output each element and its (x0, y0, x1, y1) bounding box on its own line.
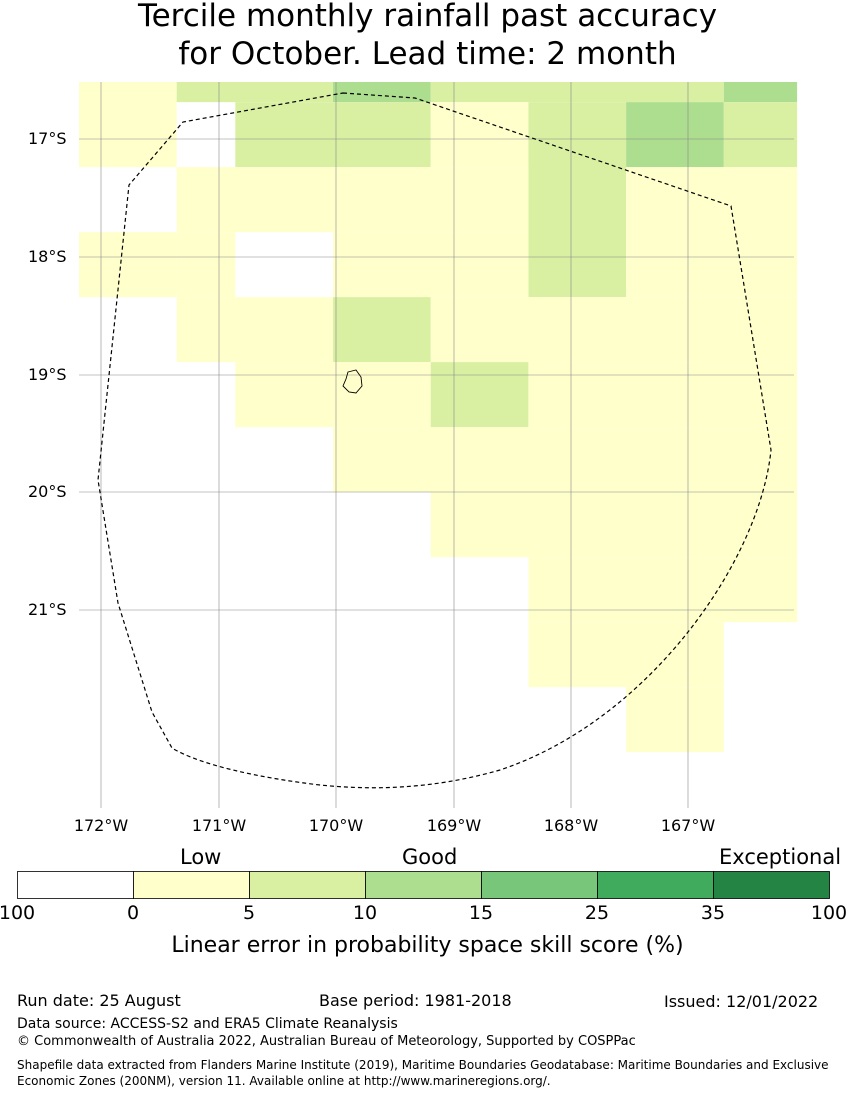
skill-cell (79, 232, 177, 298)
lat-label-20s: 20°S (28, 482, 67, 501)
lat-label-19s: 19°S (28, 365, 67, 384)
skill-cell (528, 102, 627, 298)
skill-grid-cells (79, 82, 798, 753)
skill-cell (235, 102, 431, 168)
issued-date: Issued: 12/01/2022 (664, 992, 819, 1011)
rainfall-accuracy-map (79, 82, 798, 808)
legend-category-good: Good (402, 845, 458, 869)
colorbar-segment (133, 871, 250, 899)
colorbar-tick-2: 5 (242, 902, 256, 924)
base-period: Base period: 1981-2018 (319, 991, 512, 1010)
skill-cell (235, 362, 334, 428)
niue-island-outline (342, 369, 363, 394)
skill-cell (528, 362, 798, 428)
skill-cell (723, 102, 798, 168)
colorbar-tick-6: 35 (700, 902, 726, 924)
colorbar-tick-3: 10 (352, 902, 378, 924)
skill-cell (176, 167, 529, 233)
colorbar-tick-4: 15 (468, 902, 494, 924)
lon-label-170w: 170°W (308, 816, 364, 835)
skill-cell (176, 297, 334, 363)
colorbar-segment (597, 871, 714, 899)
shapefile-credit-line-1: Shapefile data extracted from Flanders M… (17, 1058, 829, 1072)
eez-boundary (97, 92, 772, 789)
skill-cell (430, 362, 529, 428)
lon-label-168w: 168°W (543, 816, 599, 835)
colorbar-segment (17, 871, 134, 899)
skill-cell (723, 82, 798, 103)
run-date: Run date: 25 August (17, 991, 181, 1010)
lon-label-167w: 167°W (660, 816, 716, 835)
legend-category-exceptional: Exceptional (719, 845, 842, 869)
skill-cell (176, 232, 236, 298)
skill-cell (333, 82, 431, 103)
skill-cell (528, 557, 798, 623)
skill-cell (626, 102, 724, 168)
colorbar-segment (481, 871, 598, 899)
colorbar-tick-1: 0 (126, 902, 140, 924)
skill-cell (626, 167, 798, 298)
lat-label-18s: 18°S (28, 247, 67, 266)
skill-cell (626, 687, 724, 753)
title-line-1: Tercile monthly rainfall past accuracy (137, 0, 718, 34)
skill-cell (176, 82, 334, 103)
skill-cell (430, 102, 529, 168)
copyright: © Commonwealth of Australia 2022, Austra… (17, 1034, 636, 1049)
title-line-2: for October. Lead time: 2 month (178, 36, 677, 72)
skill-cell (430, 82, 724, 103)
colorbar-label: Linear error in probability space skill … (171, 933, 684, 958)
map-title: Tercile monthly rainfall past accuracy f… (0, 0, 855, 73)
legend-category-low: Low (180, 845, 222, 869)
data-source: Data source: ACCESS-S2 and ERA5 Climate … (17, 1016, 398, 1032)
colorbar-segment (249, 871, 366, 899)
map-gridlines (79, 82, 794, 808)
skill-cell (333, 427, 798, 493)
lon-label-169w: 169°W (426, 816, 482, 835)
skill-cell (528, 622, 724, 688)
skill-colorbar (17, 871, 830, 899)
skill-cell (430, 492, 798, 558)
lon-label-171w: 171°W (191, 816, 247, 835)
skill-cell (333, 297, 431, 363)
skill-cell (333, 232, 529, 298)
skill-cell (79, 82, 177, 168)
lon-label-172w: 172°W (73, 816, 129, 835)
colorbar-tick-7: 100 (810, 902, 848, 924)
colorbar-segment (365, 871, 482, 899)
skill-cell (333, 362, 431, 428)
colorbar-tick-5: 25 (584, 902, 610, 924)
lat-label-21s: 21°S (28, 600, 67, 619)
colorbar-segment (713, 871, 830, 899)
colorbar-tick-0: 100 (0, 902, 36, 924)
shapefile-credit-line-2: Economic Zones (200NM), version 11. Avai… (17, 1074, 551, 1088)
skill-cell (430, 297, 798, 363)
lat-label-17s: 17°S (28, 129, 67, 148)
